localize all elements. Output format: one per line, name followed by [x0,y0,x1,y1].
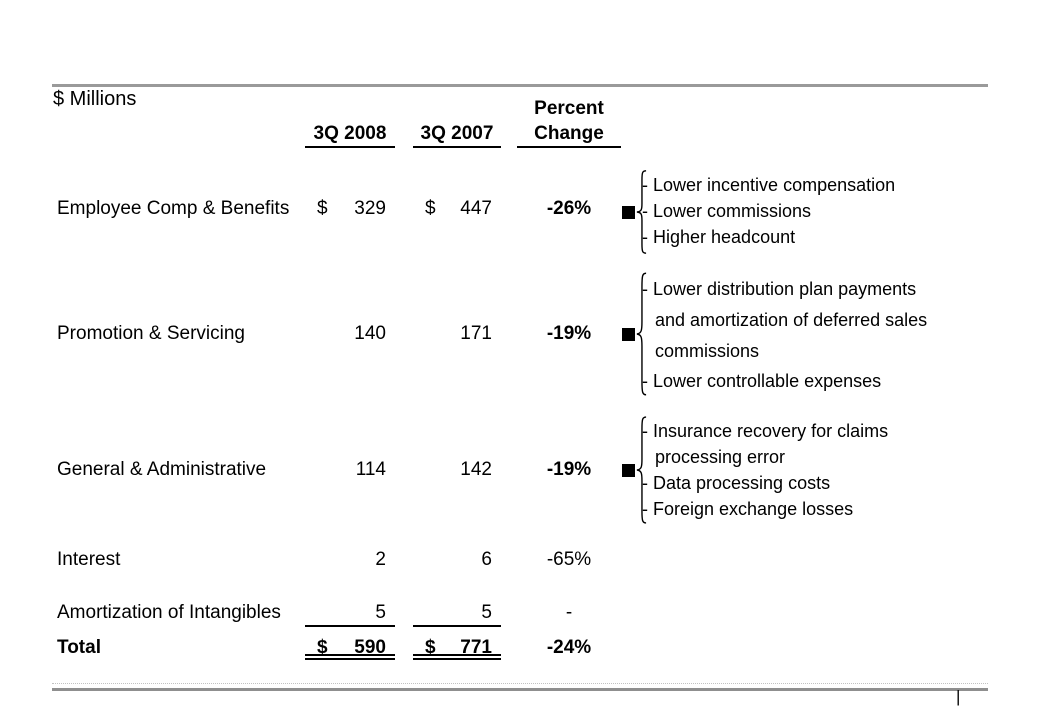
amount: 2 [375,549,386,570]
table-row-total: Total $ 590 $ 771 -24% [0,636,1039,660]
bottom-rule [52,688,988,691]
percent-change: - [565,602,573,623]
amount: 771 [460,637,492,658]
column-header-3q2007: 3Q 2007 [413,122,501,148]
table-row-employee-comp: Employee Comp & Benefits $ 329 $ 447 -26… [0,197,1039,221]
percent-change: -65% [546,549,592,570]
amount: 142 [460,459,492,480]
amount: 329 [354,198,386,219]
value-3q2007: $ 447 [413,197,501,221]
table-row-interest: Interest 2 6 -65% [0,548,1039,572]
annotation-line: processing error [655,447,786,467]
square-bullet-icon [622,205,635,219]
value-3q2008: 114 [305,458,395,482]
currency-symbol: $ [425,198,436,219]
table-row-promotion-servicing: Promotion & Servicing 140 171 -19% [0,322,1039,346]
value-3q2007: 5 [413,601,501,627]
left-brace-icon [636,416,647,524]
row-label: Promotion & Servicing [57,323,245,344]
column-header-percent-change: Percent Change [517,96,621,148]
value-3q2008: 2 [305,548,395,572]
row-label: General & Administrative [57,459,267,480]
amount: 5 [481,602,492,623]
annotation-line: - Lower commissions [642,201,812,221]
annotation-line: and amortization of deferred sales [655,310,928,330]
annotation-lines: - Lower distribution plan payments and a… [642,274,927,395]
annotation-line: - Insurance recovery for claims [642,421,889,441]
percent-change: -19% [546,323,592,344]
footer-mark: | [956,687,961,706]
currency-symbol: $ [317,637,328,658]
currency-symbol: $ [317,198,328,219]
amount: 114 [355,459,386,480]
column-header-3q2008: 3Q 2008 [305,122,395,148]
amount: 447 [460,198,492,219]
annotation-line: commissions [655,341,760,361]
annotation-line: - Higher headcount [642,227,796,247]
amount: 171 [460,323,492,344]
annotation-line: - Lower controllable expenses [642,371,882,391]
row-label: Employee Comp & Benefits [57,198,290,219]
value-3q2008: 5 [305,601,395,627]
value-3q2008: $ 329 [305,197,395,221]
currency-symbol: $ [425,637,436,658]
row-label: Total [57,637,101,658]
value-3q2007: $ 771 [413,636,501,660]
dotted-rule [52,683,988,684]
table-row-general-admin: General & Administrative 114 142 -19% [0,458,1039,482]
annotation-line: - Lower incentive compensation [642,175,896,195]
value-3q2007: 6 [413,548,501,572]
units-label: $ Millions [53,88,137,110]
percent-change: -24% [546,637,592,658]
amount: 140 [354,323,386,344]
percent-header-line1: Percent [534,98,604,119]
amount: 590 [354,637,386,658]
square-bullet-icon [622,463,635,477]
value-3q2008: $ 590 [305,636,395,660]
annotation-line: - Foreign exchange losses [642,499,854,519]
amount: 5 [375,602,386,623]
annotation-lines: - Lower incentive compensation - Lower c… [642,172,895,250]
value-3q2007: 142 [413,458,501,482]
square-bullet-icon [622,327,635,341]
row-label: Interest [57,549,121,570]
percent-change: -19% [546,459,592,480]
percent-change: -26% [546,198,592,219]
value-3q2007: 171 [413,322,501,346]
row-label: Amortization of Intangibles [57,602,281,623]
table-row-amortization: Amortization of Intangibles 5 5 - [0,601,1039,627]
left-brace-icon [636,272,647,396]
amount: 6 [481,549,492,570]
annotation-line: - Data processing costs [642,473,831,493]
top-rule [52,84,988,87]
left-brace-icon [636,170,647,254]
annotation-line: - Lower distribution plan payments [642,279,917,299]
annotation-lines: - Insurance recovery for claims processi… [642,418,888,522]
value-3q2008: 140 [305,322,395,346]
percent-header-line2: Change [534,123,604,144]
